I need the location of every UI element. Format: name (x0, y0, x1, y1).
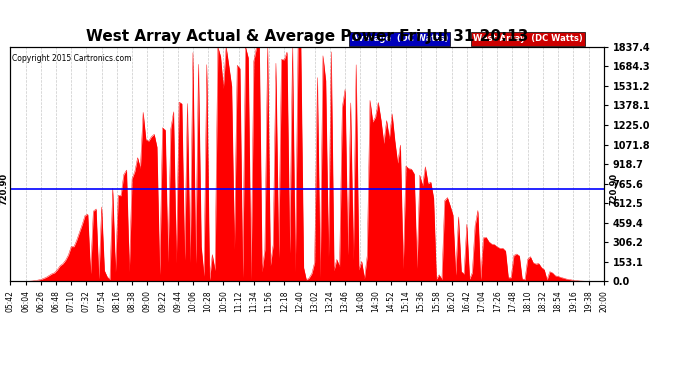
Text: 720.90: 720.90 (0, 173, 8, 206)
Text: Average  (DC Watts): Average (DC Watts) (352, 34, 448, 44)
Text: 720.90: 720.90 (610, 173, 619, 206)
Title: West Array Actual & Average Power Fri Jul 31 20:13: West Array Actual & Average Power Fri Ju… (86, 29, 529, 44)
Text: West Array  (DC Watts): West Array (DC Watts) (473, 34, 583, 44)
Text: Copyright 2015 Cartronics.com: Copyright 2015 Cartronics.com (12, 54, 131, 63)
